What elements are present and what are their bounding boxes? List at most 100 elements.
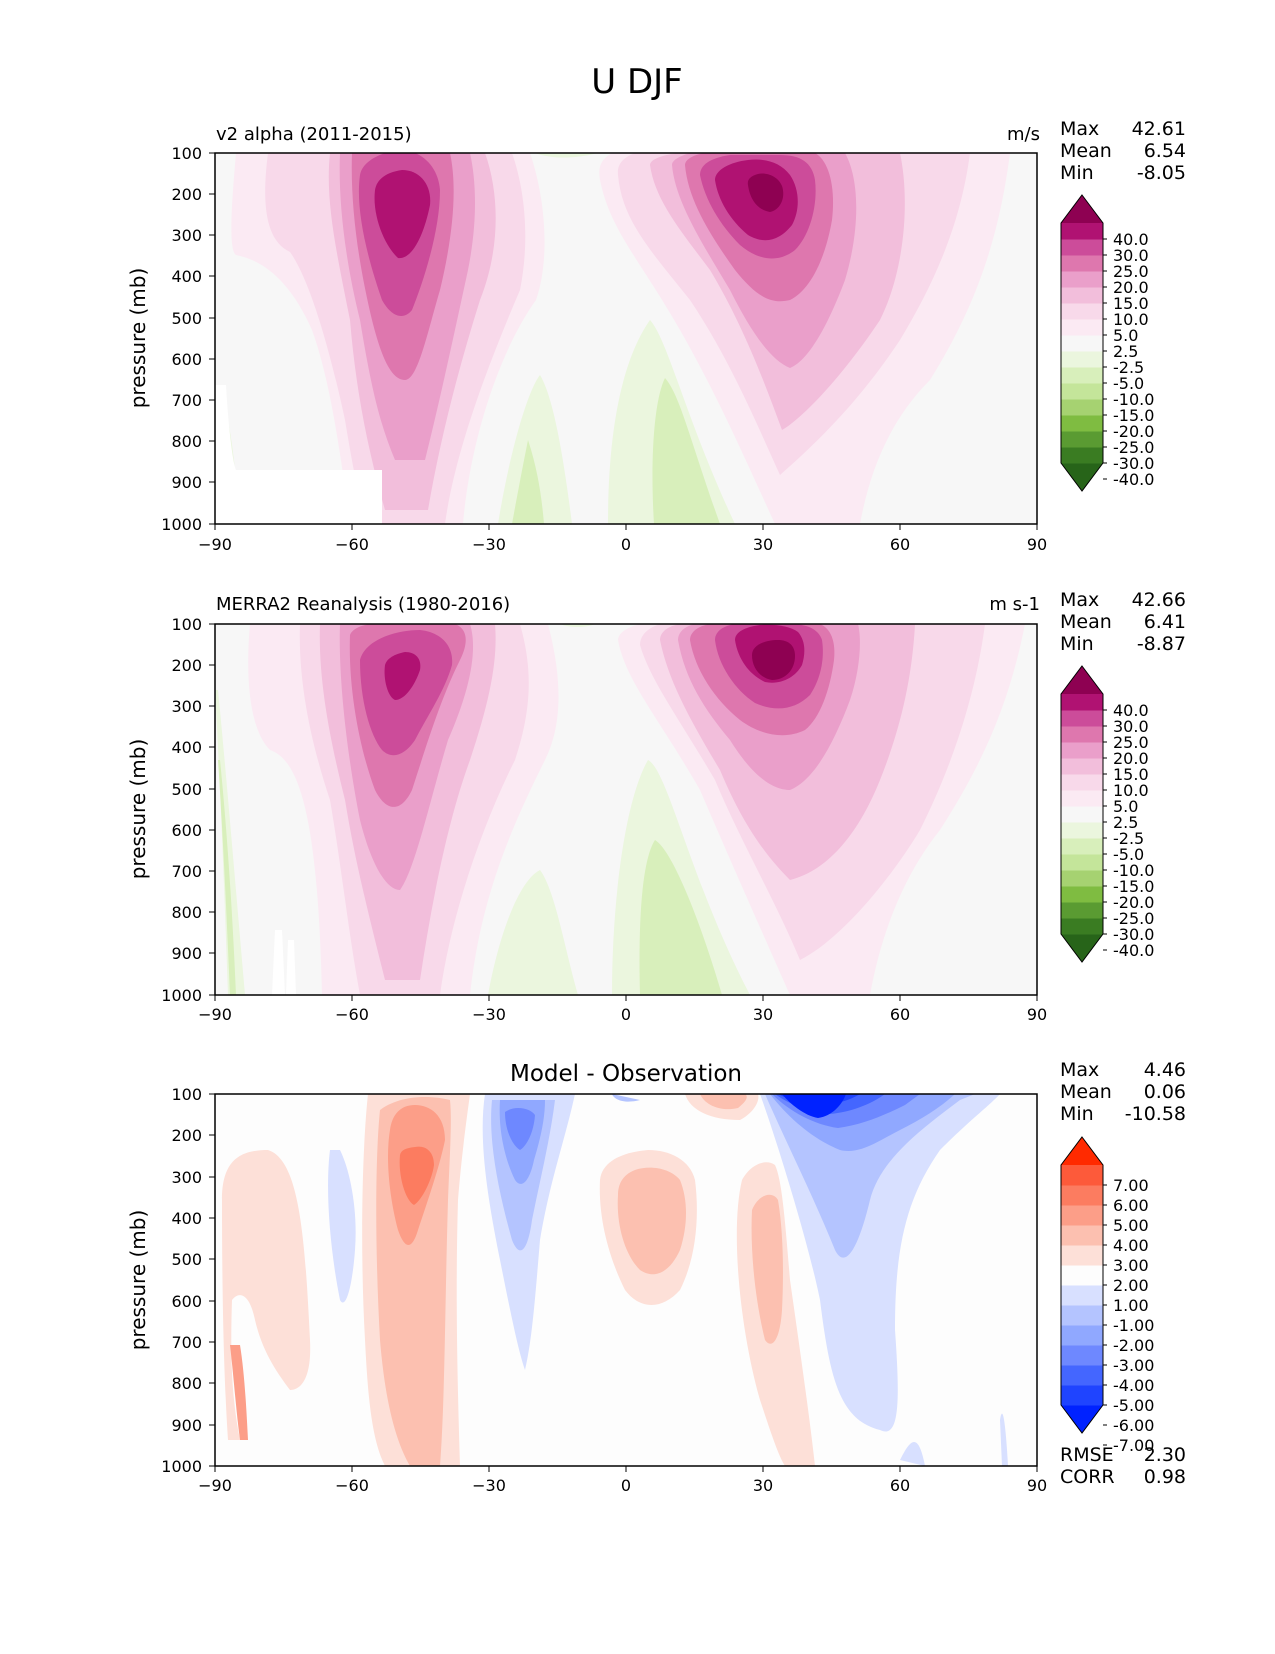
x-tick-label: 0 [621,1476,631,1495]
stat-label: Min [1060,1103,1094,1125]
y-tick-label: 300 [171,1168,202,1187]
panel-1-contour-field [215,153,1037,524]
colorbar-segment [1061,902,1103,919]
stat-value: -10.58 [1125,1103,1186,1125]
x-tick-label: 0 [621,535,631,554]
x-tick-label: −30 [472,535,506,554]
panel-observation: MERRA2 Reanalysis (1980-2016) m s-1 [126,589,1186,1024]
y-tick-label: 800 [171,432,202,451]
panel-1-title: v2 alpha (2011-2015) [216,124,412,145]
colorbar-segment [1061,351,1103,368]
y-tick-label: 900 [171,473,202,492]
colorbar-extend-low [1061,1405,1103,1433]
stat-label: Min [1060,633,1094,655]
panel-3-x-ticks: −90 −60 −30 0 30 60 90 [198,1466,1047,1495]
y-tick-label: 700 [171,862,202,881]
colorbar-tick-label: -1.00 [1113,1316,1154,1335]
colorbar-segment [1061,383,1103,400]
colorbar-segment [1061,367,1103,384]
y-tick-label: 500 [171,309,202,328]
stat-value: 6.41 [1144,611,1186,633]
colorbar-tick-label: -15.0 [1113,877,1154,896]
x-tick-label: 30 [753,1005,773,1024]
colorbar-segment [1061,1345,1103,1366]
y-tick-label: 300 [171,697,202,716]
colorbar-tick-label: 5.0 [1113,326,1138,345]
y-tick-label: 600 [171,350,202,369]
colorbar-extend-high [1061,195,1103,223]
y-tick-label: 700 [171,391,202,410]
stat-label: Mean [1060,611,1112,633]
colorbar-tick-label: 40.0 [1113,701,1149,720]
x-tick-label: 90 [1027,1005,1047,1024]
panel-1-colorbar: 40.030.025.020.015.010.05.02.5-2.5-5.0-1… [1060,194,1154,492]
x-tick-label: −30 [472,1476,506,1495]
x-tick-label: 60 [890,1005,910,1024]
panel-3-stats: Max 4.46 Mean 0.06 Min -10.58 RMSE 2.30 … [1060,1059,1186,1488]
figure-title: U DJF [591,62,682,102]
stat-value: -8.05 [1137,162,1186,184]
x-tick-label: 60 [890,1476,910,1495]
colorbar-segment [1061,758,1103,775]
y-tick-label: 400 [171,738,202,757]
colorbar-segment [1061,255,1103,272]
colorbar-tick-label: -25.0 [1113,438,1154,457]
colorbar-segment [1061,774,1103,791]
stat-label: Min [1060,162,1094,184]
colorbar-tick-label: 20.0 [1113,749,1149,768]
x-tick-label: 30 [753,535,773,554]
y-tick-label: 200 [171,1126,202,1145]
colorbar-segment [1061,886,1103,903]
colorbar-segment [1061,1265,1103,1286]
colorbar-tick-label: 5.00 [1113,1216,1149,1235]
panel-3-ylabel: pressure (mb) [126,1210,150,1351]
colorbar-segment [1061,1185,1103,1206]
panel-1-y-ticks: 100 200 300 400 500 600 700 800 900 1000 [161,144,215,534]
panel-2-title: MERRA2 Reanalysis (1980-2016) [216,594,510,615]
colorbar-tick-label: 25.0 [1113,262,1149,281]
colorbar-tick-label: -40.0 [1113,941,1154,960]
colorbar-tick-label: -15.0 [1113,406,1154,425]
stat-label: Max [1060,589,1099,611]
colorbar-extend-high [1061,666,1103,694]
colorbar-tick-label: -2.5 [1113,358,1144,377]
stat-value: 0.06 [1144,1081,1186,1103]
colorbar-segment [1061,822,1103,839]
corr-value: 0.98 [1144,1466,1186,1488]
colorbar-segment [1061,1225,1103,1246]
colorbar-segment [1061,854,1103,871]
y-tick-label: 400 [171,1209,202,1228]
x-tick-label: −60 [335,1476,369,1495]
colorbar-segment [1061,447,1103,464]
colorbar-extend-high [1061,1137,1103,1165]
rmse-value: 2.30 [1144,1444,1186,1466]
x-tick-label: −90 [198,535,232,554]
y-tick-label: 700 [171,1333,202,1352]
x-tick-label: −90 [198,1005,232,1024]
y-tick-label: 100 [171,144,202,163]
y-tick-label: 200 [171,656,202,675]
panel-2-colorbar: 40.030.025.020.015.010.05.02.5-2.5-5.0-1… [1060,665,1154,963]
y-tick-label: 600 [171,821,202,840]
colorbar-tick-label: -3.00 [1113,1356,1154,1375]
y-tick-label: 300 [171,226,202,245]
colorbar-tick-label: 4.00 [1113,1236,1149,1255]
x-tick-label: −30 [472,1005,506,1024]
panel-2-y-ticks: 100 200 300 400 500 600 700 800 900 1000 [161,615,215,1005]
colorbar-segment [1061,1325,1103,1346]
colorbar-segment [1061,1205,1103,1226]
colorbar-segment [1061,399,1103,416]
colorbar-tick-label: 30.0 [1113,717,1149,736]
y-tick-label: 500 [171,780,202,799]
x-tick-label: 30 [753,1476,773,1495]
colorbar-tick-label: 3.00 [1113,1256,1149,1275]
y-tick-label: 1000 [161,1457,202,1476]
y-tick-label: 100 [171,1085,202,1104]
colorbar-tick-label: -20.0 [1113,422,1154,441]
colorbar-segment [1061,694,1103,711]
stat-label: Max [1060,1059,1099,1081]
colorbar-tick-label: -2.00 [1113,1336,1154,1355]
colorbar-tick-label: 2.5 [1113,813,1138,832]
colorbar-tick-label: -10.0 [1113,861,1154,880]
